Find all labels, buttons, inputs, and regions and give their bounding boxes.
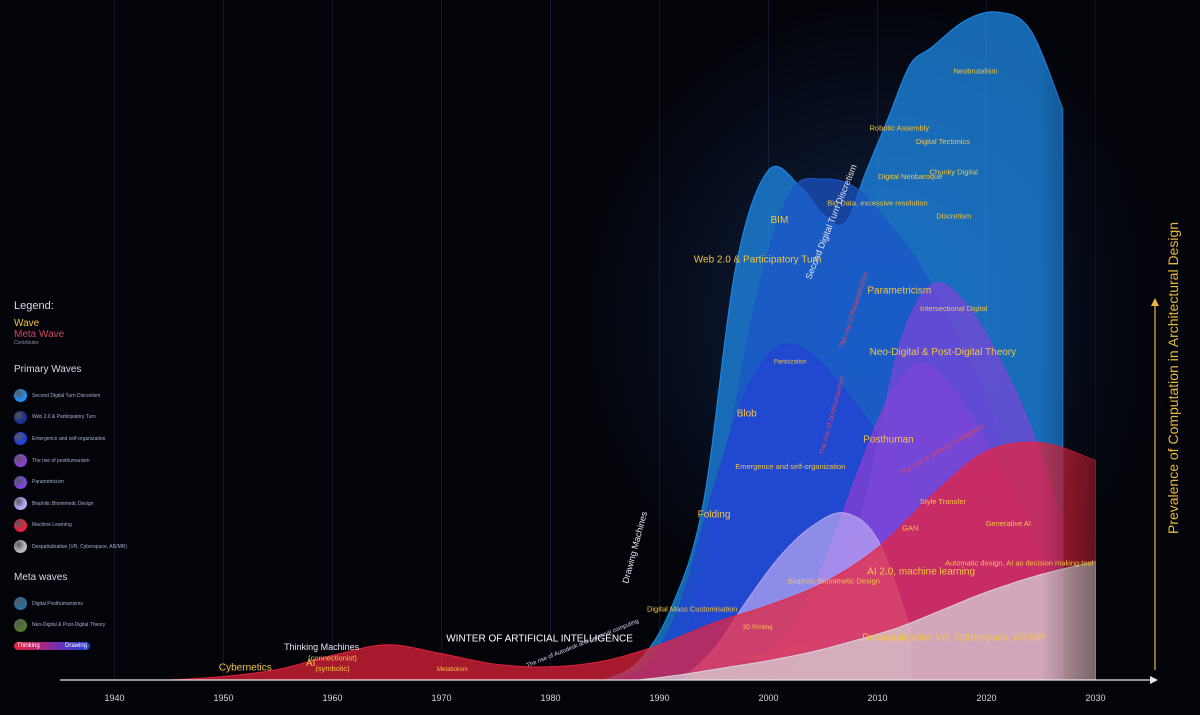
annotation-winter-of-artificial-intelligence: WINTER OF ARTIFICIAL INTELLIGENCE: [446, 633, 633, 644]
x-tick-label-1970: 1970: [431, 693, 451, 703]
annotation-neo-digital-post-digital-theory: Neo-Digital & Post-Digital Theory: [870, 347, 1017, 358]
x-tick-label-1950: 1950: [213, 693, 233, 703]
annotation-thinking-machines: Thinking Machines: [284, 642, 360, 652]
legend-primary-swatch: [14, 454, 27, 468]
annotation-digital-neobaroque: Digital Neobaroque: [878, 172, 942, 181]
legend-primary-label: Emergence and self-organization: [32, 435, 106, 442]
legend-contributor-label: Contributor: [14, 340, 39, 346]
legend-primary-swatch: [14, 432, 27, 446]
legend-meta-label: Neo-Digital & Post-Digital Theory: [32, 622, 106, 629]
annotation-3d-printing: 3D Printing: [743, 625, 773, 631]
thinking-drawing-gradient: Thinking Drawing: [14, 641, 90, 650]
x-tick-label-1940: 1940: [104, 693, 124, 703]
x-tick-label-2020: 2020: [976, 693, 996, 703]
x-axis-ticks: 1940 1950 1960 1970 1980 1990 2000 2010 2020 2030: [104, 693, 1105, 703]
annotation-intersectional-digital: Intersectional Digital: [920, 304, 988, 313]
annotation-style-transfer: Style Transfer: [920, 497, 967, 506]
legend-primary-item-the-rise-of-posthumanism: The rise of posthumanism: [14, 450, 134, 472]
legend-meta-swatch: [14, 618, 27, 632]
y-axis-title: Prevalence of Computation in Architectur…: [1165, 221, 1181, 535]
legend-meta-section: Meta waves Digital Posthumanisms Neo-Digi…: [14, 572, 134, 650]
x-tick-label-1960: 1960: [322, 693, 342, 703]
legend-primary-swatch: [14, 497, 27, 511]
annotation-bim: BIM: [771, 215, 789, 226]
annotation-connectionist: (connectionist): [308, 654, 357, 663]
legend-meta-item-neo-digital-post-digital-theory: Neo-Digital & Post-Digital Theory: [14, 614, 134, 636]
legend-primary-label: The rise of posthumanism: [32, 457, 90, 464]
annotation-gan: GAN: [902, 524, 918, 533]
annotation-metabolism: Metabolism: [437, 667, 468, 673]
legend-title: Legend:: [14, 300, 54, 312]
legend-primary-label: Biophilic Biomimetic Design: [32, 500, 94, 507]
legend-meta-label: Digital Posthumanisms: [32, 600, 83, 607]
legend-primary-swatch: [14, 475, 27, 489]
annotation-automatic-design-ai-as-decision-making-tool: Automatic design, AI as decision making …: [945, 559, 1094, 568]
legend-primary-item-despatialization-vr-cyberspace-ar-mr: Despatialization (VR, Cyberspace, AR/MR): [14, 536, 134, 558]
annotation-chunky-digital: Chunky Digital: [930, 168, 979, 177]
legend-primary-item-emergence-and-self-organization: Emergence and self-organization: [14, 428, 134, 450]
annotation-big-data-excessive-resolution: Big Data, excessive resolution: [827, 198, 927, 207]
legend: Legend: Wave Meta Wave Contributor Prima…: [14, 300, 134, 650]
area-despatialization-vr-cyberspace-ar-mr: [637, 560, 1096, 681]
legend-primary-label: Machine Learning: [32, 522, 72, 529]
legend-primary-item-web-2-0-participatory-turn: Web 2.0 & Participatory Turn: [14, 407, 134, 429]
annotation-web-2-0-participatory-turn: Web 2.0 & Participatory Turn: [694, 255, 822, 266]
annotation-digital-tectonics: Digital Tectonics: [916, 137, 970, 146]
legend-primary-label: Second Digital Turn Discretism: [32, 392, 101, 399]
x-tick-label-2030: 2030: [1085, 693, 1105, 703]
annotation-cybernetics: Cybernetics: [219, 662, 272, 673]
annotation-digital-mass-customisation: Digital Mass Customisation: [647, 604, 737, 613]
legend-primary-swatch: [14, 518, 27, 532]
annotation-ai: AI: [306, 658, 315, 669]
legend-meta-list: Digital Posthumanisms Neo-Digital & Post-…: [14, 593, 134, 636]
legend-primary-item-second-digital-turn-discretism: Second Digital Turn Discretism: [14, 385, 134, 407]
legend-wave-label: Wave: [14, 318, 40, 329]
annotation-symbolic: (symbolic): [315, 664, 350, 673]
annotation-particization: Particization: [774, 360, 807, 366]
x-tick-label-1980: 1980: [540, 693, 560, 703]
x-tick-label-2000: 2000: [758, 693, 778, 703]
annotation-folding: Folding: [698, 509, 731, 520]
y-axis-arrow: [1151, 298, 1159, 306]
legend-primary-swatch: [14, 540, 27, 554]
drawing-label: Drawing: [64, 642, 87, 649]
annotation-emergence-and-self-organization: Emergence and self-organization: [735, 462, 845, 471]
legend-meta-swatch: [14, 597, 27, 611]
annotation-parametricism: Parametricism: [867, 285, 931, 296]
legend-primary-label: Web 2.0 & Participatory Turn: [32, 414, 96, 421]
legend-meta-wave-label: Meta Wave: [14, 329, 65, 340]
annotation-biophilic-biomimetic-design: Biophilic Biomimetic Design: [788, 576, 880, 585]
legend-primary-swatch: [14, 389, 27, 403]
legend-primary-label: Parametricism: [32, 479, 64, 486]
annotation-blob: Blob: [737, 408, 757, 419]
annotation-despatialization-vr-cyberspace-ar-mr: Despatialization VR, Cyberspace, AR/MR: [862, 632, 1045, 643]
annotation-posthuman: Posthuman: [863, 435, 914, 446]
annotation-robotic-assembly: Robotic Assembly: [869, 124, 929, 133]
legend-primary-item-parametricism: Parametricism: [14, 471, 134, 493]
annotation-neobrutalism: Neobrutalism: [954, 67, 998, 76]
thinking-label: Thinking: [17, 642, 40, 649]
area-machine-learning: [168, 441, 1096, 681]
annotation-drawing-machines: Drawing Machines: [620, 510, 649, 585]
x-tick-label-2010: 2010: [867, 693, 887, 703]
legend-primary-label: Despatialization (VR, Cyberspace, AR/MR): [32, 543, 128, 550]
x-tick-label-1990: 1990: [649, 693, 669, 703]
legend-primary-item-biophilic-biomimetic-design: Biophilic Biomimetic Design: [14, 493, 134, 515]
annotation-ai-2-0-machine-learning: AI 2.0, machine learning: [867, 567, 975, 578]
right-fade: [1040, 0, 1160, 690]
legend-primary-swatch: [14, 410, 27, 424]
legend-primary-item-machine-learning: Machine Learning: [14, 515, 134, 537]
x-axis-arrow: [1150, 676, 1158, 684]
annotation-discretism: Discretism: [936, 212, 971, 221]
wave-areas: [168, 11, 1096, 681]
legend-primary-list: Second Digital Turn Discretism Web 2.0 & …: [14, 385, 134, 558]
annotation-generative-ai: Generative AI: [986, 519, 1031, 528]
legend-meta-title: Meta waves: [14, 571, 68, 583]
legend-primary-title: Primary Waves: [14, 364, 82, 375]
legend-meta-item-digital-posthumanisms: Digital Posthumanisms: [14, 593, 134, 615]
